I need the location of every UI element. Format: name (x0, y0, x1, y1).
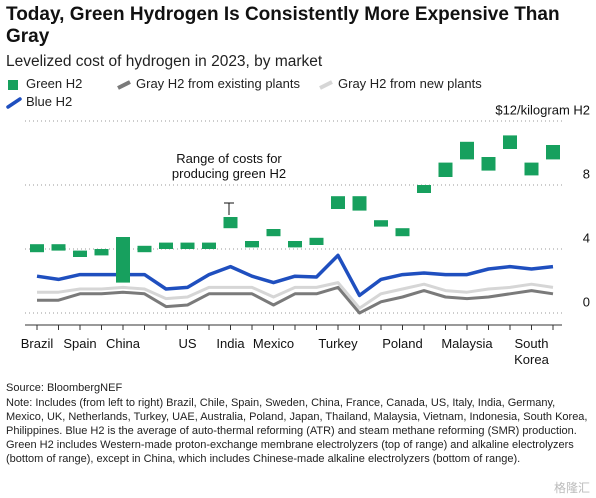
x-tick-label: South Korea (514, 336, 549, 367)
range-bar (245, 241, 259, 248)
range-bar (374, 220, 388, 227)
legend-marker (117, 80, 131, 90)
series-line (37, 281, 554, 310)
x-tick-label: Poland (382, 336, 423, 351)
x-tick-label: Brazil (20, 336, 54, 351)
y-tick-label: 4 (583, 230, 590, 245)
range-bar (438, 162, 453, 177)
chart-title: Today, Green Hydrogen Is Consistently Mo… (6, 4, 560, 47)
x-tick-label: China (106, 336, 140, 351)
range-bar (460, 141, 474, 160)
legend-label: Blue H2 (26, 94, 73, 109)
range-bar (159, 242, 173, 249)
y-tick-label: 8 (583, 166, 590, 181)
range-bar (116, 237, 130, 283)
x-tick-label: Spain (63, 336, 97, 351)
watermark: 格隆汇 (553, 481, 590, 495)
range-bar (223, 217, 238, 229)
x-tick-label: US (178, 336, 197, 351)
range-bar (266, 229, 281, 237)
range-bar (417, 185, 431, 193)
legend-marker (6, 97, 22, 109)
range-bar (180, 242, 195, 249)
legend-marker (319, 80, 333, 90)
range-bar (94, 249, 109, 256)
range-bar (288, 241, 302, 248)
range-bar (395, 228, 410, 237)
range-bar (546, 145, 560, 160)
range-bar (503, 135, 517, 149)
x-tick-label: India (216, 336, 245, 351)
y-tick-label: $12/kilogram H2 (495, 102, 590, 117)
range-bar (202, 242, 216, 249)
note: Note: Includes (from left to right) Braz… (6, 397, 588, 465)
range-bar (331, 196, 345, 209)
legend-label: Gray H2 from existing plants (136, 76, 301, 91)
y-tick-label: 0 (583, 294, 590, 309)
range-bar (51, 244, 66, 251)
range-bar (481, 157, 496, 171)
legend-marker (8, 80, 18, 90)
x-tick-label: Mexico (252, 336, 295, 351)
range-bar (352, 196, 367, 211)
x-tick-label: Malaysia (441, 336, 493, 351)
range-bar (73, 250, 87, 257)
chart-subtitle: Levelized cost of hydrogen in 2023, by m… (6, 53, 323, 70)
range-bar (524, 162, 539, 176)
range-bar (137, 245, 152, 253)
source: Source: BloombergNEF (6, 382, 123, 394)
legend-label: Gray H2 from new plants (338, 76, 482, 91)
series-line (37, 285, 554, 315)
legend-label: Green H2 (26, 76, 83, 91)
range-bar (309, 237, 324, 245)
x-tick-label: Turkey (318, 336, 358, 351)
range-bar (30, 244, 44, 253)
annotation: Range of costs for producing green H2 (171, 151, 287, 181)
